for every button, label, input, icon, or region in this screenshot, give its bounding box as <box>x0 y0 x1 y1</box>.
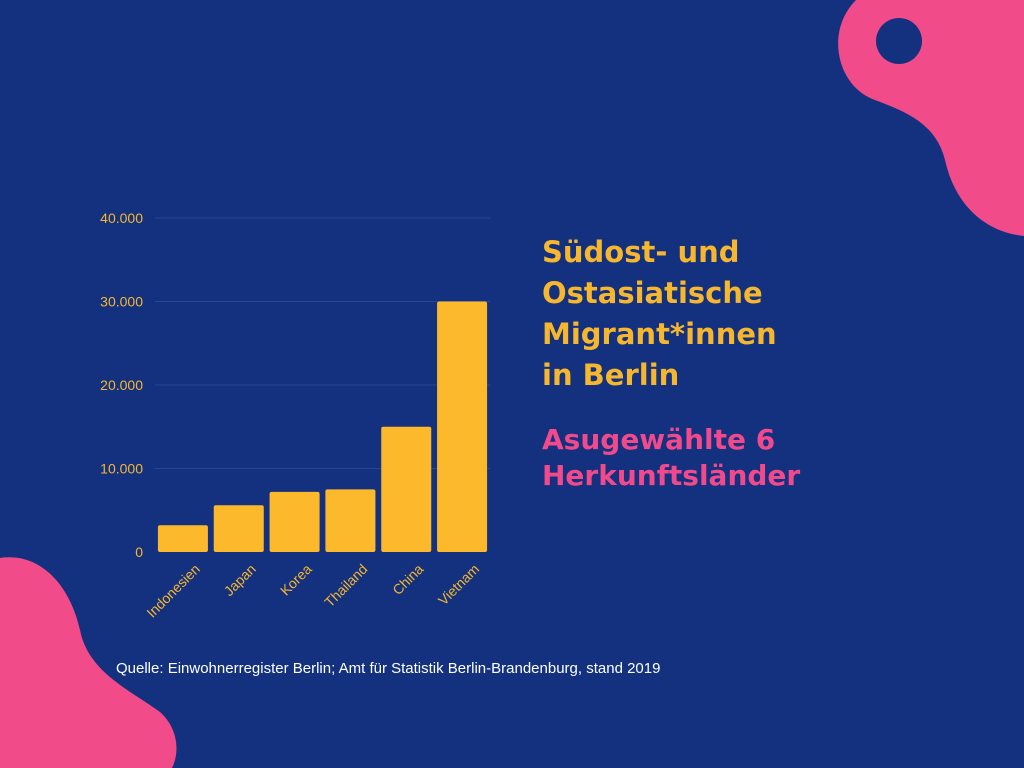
y-tick-label: 20.000 <box>100 377 143 393</box>
y-axis-ticks: 0 10.000 20.000 30.000 40.000 <box>100 210 143 560</box>
bar-china <box>381 426 432 552</box>
grid-lines <box>155 217 490 469</box>
source-note: Quelle: Einwohnerregister Berlin; Amt fü… <box>116 660 661 677</box>
chart-title: Südost- und Ostasiatische Migrant*innen … <box>542 235 777 392</box>
bar-vietnam <box>437 301 488 552</box>
x-tick-label-vietnam: Vietnam <box>435 561 482 608</box>
x-tick-label-thailand: Thailand <box>321 561 370 610</box>
y-tick-label: 40.000 <box>100 210 143 226</box>
bar-japan <box>213 505 264 552</box>
x-axis-labels: Indonesien Japan Korea Thailand China Vietnam <box>143 561 482 621</box>
y-tick-label: 0 <box>135 544 143 560</box>
bar-korea <box>269 491 320 552</box>
y-tick-label: 10.000 <box>100 461 143 477</box>
bar-thailand <box>325 489 376 552</box>
x-tick-label-korea: Korea <box>277 561 315 599</box>
bottom-left-blob <box>0 557 177 768</box>
bar-indonesien <box>157 525 208 552</box>
x-tick-label-japan: Japan <box>221 561 259 599</box>
bars <box>157 301 488 552</box>
top-right-blob-hole <box>876 18 922 64</box>
x-tick-label-indonesien: Indonesien <box>143 561 203 621</box>
x-tick-label-china: China <box>389 561 426 598</box>
chart-subtitle: Asugewählte 6 Herkunftsländer <box>542 423 801 492</box>
top-right-blob <box>838 0 1024 236</box>
y-tick-label: 30.000 <box>100 294 143 310</box>
